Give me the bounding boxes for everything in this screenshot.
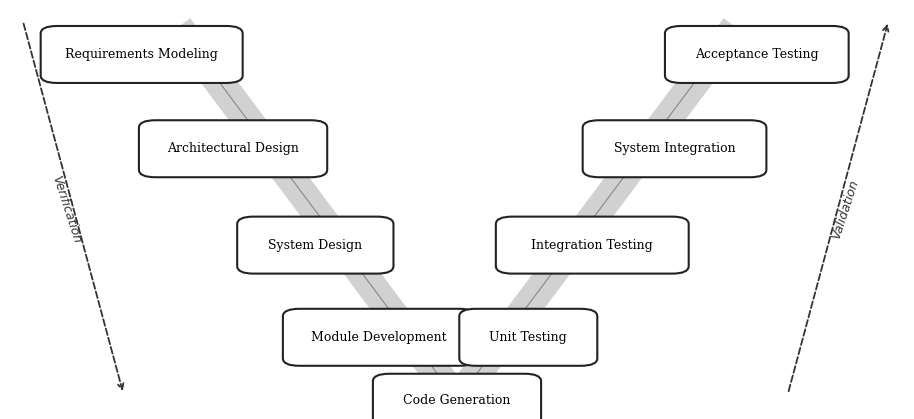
Text: Verification: Verification [48, 174, 83, 245]
Polygon shape [445, 18, 748, 409]
Text: Requirements Modeling: Requirements Modeling [65, 48, 218, 61]
FancyBboxPatch shape [664, 26, 848, 83]
Text: Code Generation: Code Generation [403, 393, 511, 407]
Polygon shape [166, 18, 469, 409]
Text: Module Development: Module Development [312, 331, 447, 344]
Text: System Design: System Design [269, 238, 362, 252]
FancyBboxPatch shape [237, 217, 393, 274]
FancyBboxPatch shape [495, 217, 689, 274]
Text: Unit Testing: Unit Testing [489, 331, 568, 344]
FancyBboxPatch shape [373, 374, 541, 419]
Text: Architectural Design: Architectural Design [167, 142, 299, 155]
Text: System Integration: System Integration [613, 142, 736, 155]
FancyBboxPatch shape [139, 120, 327, 177]
FancyBboxPatch shape [282, 309, 475, 366]
Text: Integration Testing: Integration Testing [531, 238, 654, 252]
Text: Acceptance Testing: Acceptance Testing [695, 48, 819, 61]
FancyBboxPatch shape [583, 120, 766, 177]
Text: Validation: Validation [830, 178, 861, 241]
FancyBboxPatch shape [40, 26, 243, 83]
FancyBboxPatch shape [459, 309, 598, 366]
